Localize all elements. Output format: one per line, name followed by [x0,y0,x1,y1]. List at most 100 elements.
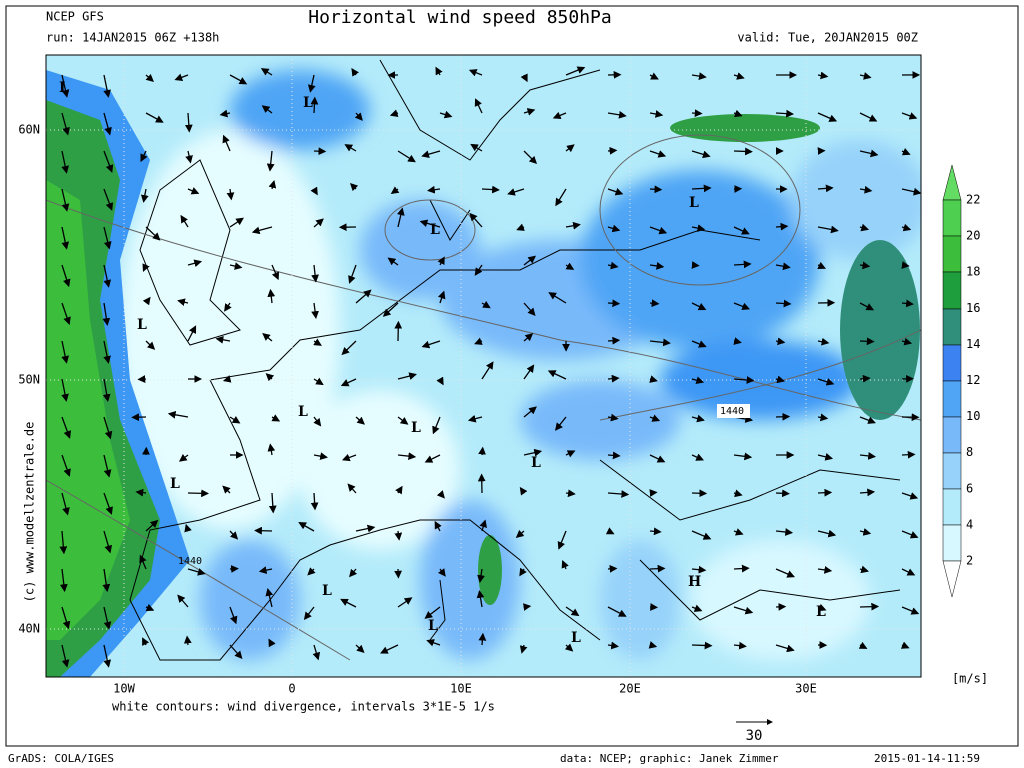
wind-arrow [229,644,243,659]
wind-arrow [649,299,660,308]
wind-arrow [474,264,483,276]
wind-arrow [733,528,744,536]
wind-arrow [185,150,193,164]
wind-arrow [607,188,624,196]
wind-arrow [390,186,400,195]
wind-arrow [340,598,357,608]
wind-arrow [557,530,567,550]
wind-arrow [262,332,273,342]
wind-arrow [222,375,232,383]
wind-arrow [561,560,569,570]
lon-label: 30E [795,682,817,696]
wind-arrow [177,298,189,307]
wind-arrow [313,416,322,427]
wind-arrow [523,448,543,457]
wind-arrows [59,66,921,668]
wind-arrow [733,72,745,80]
wind-arrow [649,564,666,573]
wind-arrow [397,372,417,380]
lon-label: 0 [288,682,295,696]
wind-arrow [607,224,621,233]
wind-arrow [187,568,206,576]
wind-arrow [607,413,619,422]
wind-arrow [565,144,575,153]
wind-arrow [515,529,525,538]
wind-arrow [565,221,581,230]
wind-arrow [187,187,200,195]
wind-arrow [421,340,441,349]
wind-arrow [184,523,192,533]
wind-arrow [437,568,446,577]
wind-arrow [468,69,483,77]
wind-arrow [103,454,112,478]
wind-arrow [298,522,315,532]
wind-arrow [145,226,161,241]
pressure-center: L [430,222,440,238]
wind-arrow [268,492,277,514]
wind-arrow [733,606,754,615]
wind-arrow [691,340,707,348]
wind-arrow [312,644,321,661]
wind-arrow [691,150,711,159]
pressure-center: L [59,80,69,96]
wind-arrow [733,564,750,573]
wind-arrow [775,644,795,653]
colorbar-label: 8 [966,445,973,459]
wind-arrow [341,340,357,356]
wind-arrow [397,207,405,228]
wind-arrow [229,416,241,424]
wind-arrow [229,217,244,228]
lat-label: 40N [18,622,40,636]
wind-arrow [61,150,69,174]
wind-arrow [434,520,442,532]
wind-arrow [817,378,835,386]
wind-arrow [481,300,491,309]
map-field: L L L L L L L L L L L L L H 1440 1440 [46,55,921,677]
jet-east [840,240,920,420]
wind-arrow [817,71,829,80]
wind-arrow [552,111,567,120]
wind-arrow [271,264,280,281]
wind-arrow [519,567,527,577]
colorbar-ticks: 22 20 18 16 14 12 10 8 6 4 2 [966,193,980,568]
wind-arrow [523,255,537,266]
wind-arrow [469,212,483,228]
wind-arrow [901,492,919,500]
wind-arrow [229,530,239,540]
wind-arrow [61,454,71,477]
wind-arrow [103,530,113,554]
wind-arrow [397,416,409,425]
valid: valid: Tue, 20JAN2015 00Z [737,31,918,45]
wind-arrow [311,302,319,319]
wind-arrow [183,635,192,646]
wind-arrow [477,568,485,583]
wind-arrow [859,602,880,611]
contour-label: 1440 [178,556,202,567]
wind-arrow [649,185,663,194]
wind-arrow [691,184,712,193]
wind-arrow [775,337,786,346]
wind-arrow [174,73,189,81]
wind-arrow [901,568,916,576]
colorbar-label: 12 [966,373,980,387]
wind-arrow [691,453,704,461]
wind-arrow [437,256,445,266]
wind-arrow [607,490,630,498]
model: NCEP GFS [46,10,104,24]
lat-label: 60N [18,123,40,137]
wind-arrow [261,105,273,114]
colorbar-label: 4 [966,517,973,531]
wind-arrow [775,568,795,578]
wind-arrow [649,454,666,463]
map-border [45,54,922,678]
wind-arrow [691,604,703,612]
wind-arrow [61,188,70,212]
wind-arrow [224,302,232,312]
credits: data: NCEP; graphic: Janek Zimmer [560,752,779,765]
wind-arrow [59,530,68,555]
wind-arrow [103,492,113,515]
wind-arrow [733,302,751,311]
wind-arrow [859,72,872,80]
wind-arrow [436,490,445,499]
